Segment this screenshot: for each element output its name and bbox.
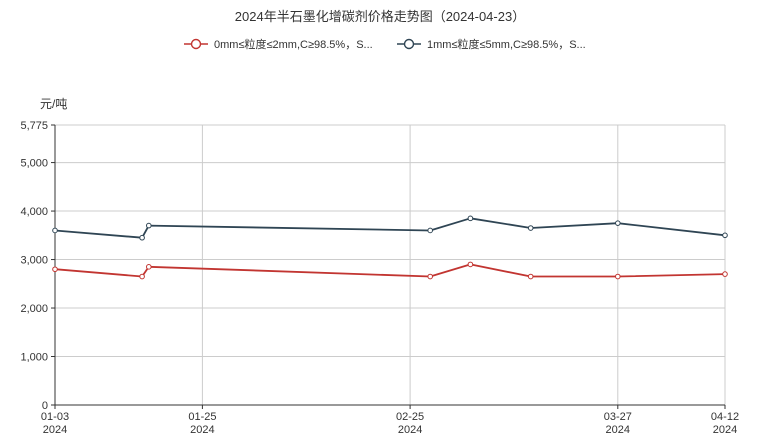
legend: 0mm≤粒度≤2mm,C≥98.5%，S... 1mm≤粒度≤5mm,C≥98.5… (184, 37, 586, 51)
legend-label[interactable]: 1mm≤粒度≤5mm,C≥98.5%，S... (427, 37, 586, 51)
x-tick-label: 04-12 (711, 411, 739, 423)
legend-label[interactable]: 0mm≤粒度≤2mm,C≥98.5%，S... (214, 37, 373, 51)
series-layer (52, 215, 728, 280)
data-point[interactable] (427, 273, 434, 280)
x-tick-year-label: 2024 (606, 424, 630, 436)
x-tick-year-label: 2024 (43, 424, 67, 436)
y-tick-label: 0 (42, 400, 48, 412)
data-point[interactable] (139, 273, 145, 280)
data-point[interactable] (615, 220, 621, 226)
legend-swatch-marker (190, 38, 202, 50)
x-tick-year-label: 2024 (713, 424, 737, 436)
y-axis-unit-label: 元/吨 (40, 97, 67, 111)
y-tick-label: 1,000 (20, 352, 48, 364)
x-tick-label: 01-25 (188, 411, 216, 423)
data-point[interactable] (52, 266, 58, 273)
data-point[interactable] (139, 234, 145, 241)
chart-title: 2024年半石墨化增碳剂价格走势图（2024-04-23） (235, 9, 525, 24)
data-point[interactable] (52, 227, 58, 234)
x-tick-label: 02-25 (396, 411, 424, 423)
data-point[interactable] (467, 215, 474, 222)
y-tick-labels: 5,775 5,000 4,000 3,000 2,000 1,000 0 (20, 120, 48, 412)
y-tick-label: 2,000 (20, 303, 48, 315)
y-tick-label: 4,000 (20, 206, 48, 218)
x-tick-label: 03-27 (604, 411, 632, 423)
x-tick-year-label: 2024 (190, 424, 214, 436)
data-point[interactable] (527, 273, 534, 280)
legend-swatch-marker (403, 38, 415, 50)
axes (51, 124, 726, 409)
y-tick-label: 5,000 (20, 158, 48, 170)
data-point[interactable] (722, 232, 728, 239)
y-tick-label: 5,775 (20, 120, 48, 132)
data-point[interactable] (427, 227, 434, 234)
data-point[interactable] (146, 264, 152, 270)
x-tick-label: 01-03 (41, 411, 69, 423)
grid-lines (55, 124, 726, 405)
data-point[interactable] (615, 273, 621, 280)
data-point[interactable] (527, 225, 534, 231)
data-point[interactable] (722, 271, 728, 277)
data-point[interactable] (467, 261, 474, 268)
x-tick-year-label: 2024 (398, 424, 422, 436)
x-tick-labels: 01-03202401-25202402-25202403-27202404-1… (41, 411, 739, 436)
series-line-1 (54, 263, 726, 278)
data-point[interactable] (146, 222, 152, 229)
y-tick-label: 3,000 (20, 255, 48, 267)
series-line-2 (54, 217, 726, 239)
